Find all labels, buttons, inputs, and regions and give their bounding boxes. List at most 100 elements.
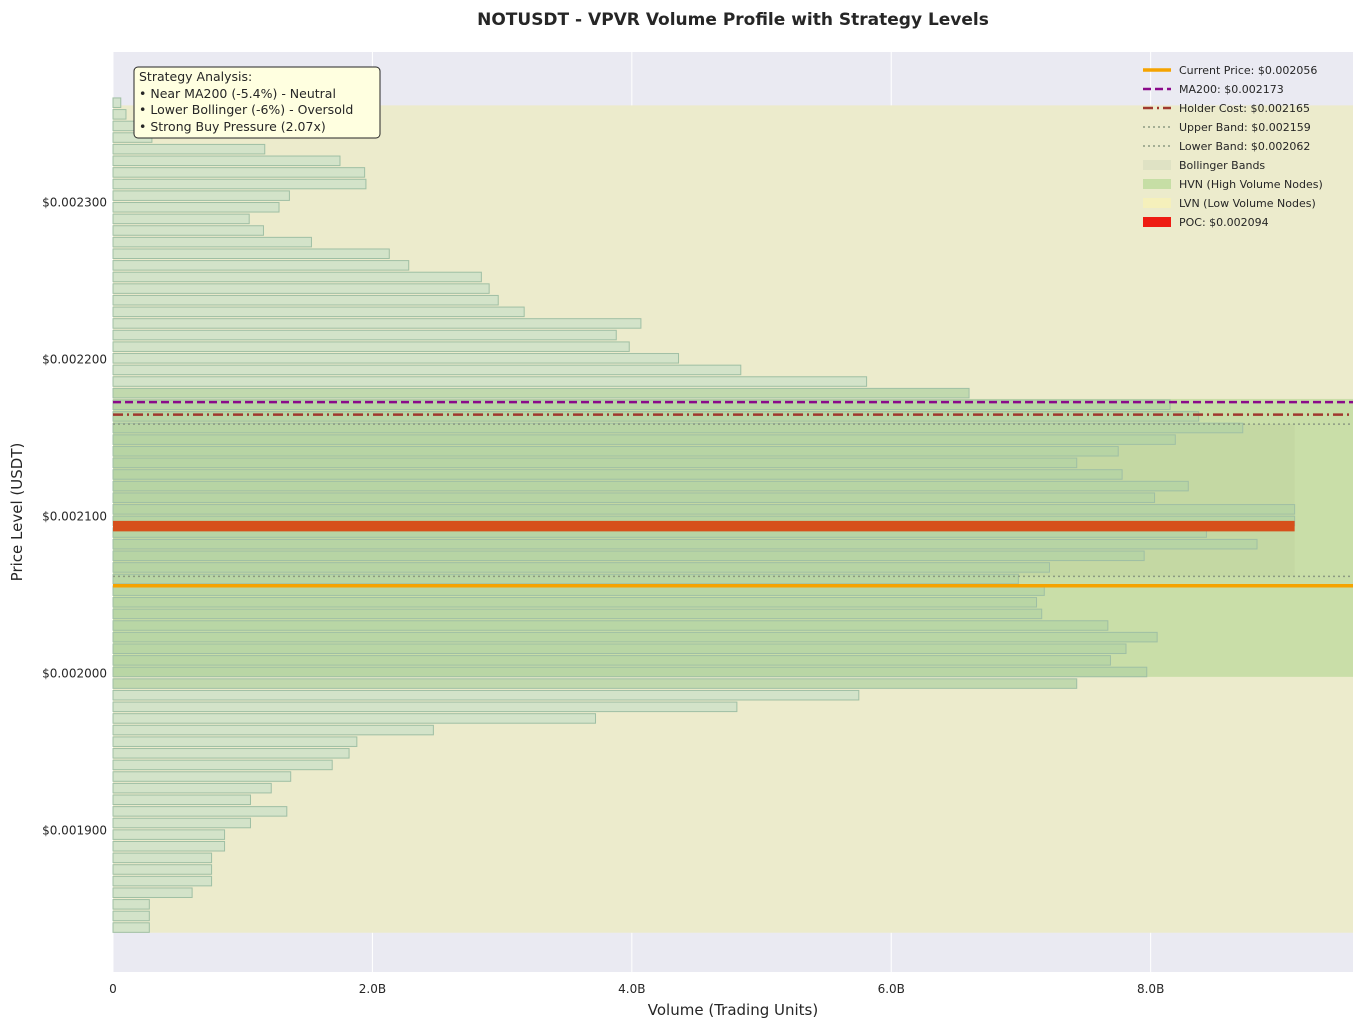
volume-bar [112,155,341,167]
volume-bar [112,713,597,724]
legend-swatch-bollinger-bands [1143,160,1171,170]
volume-bar [112,597,1038,608]
y-axis-title: Price Level (USDT) [8,443,26,582]
legend-label-lower-band: Lower Band: $0.002062 [1179,140,1310,153]
volume-bar [112,631,1158,643]
y-tick-label: $0.002300 [42,196,107,210]
volume-bar [112,573,1019,585]
volume-bar [112,190,290,201]
legend: Current Price: $0.002056 MA200: $0.00217… [1143,64,1323,229]
poc-bar [113,520,1295,532]
volume-bar [112,782,272,794]
volume-bar [112,457,1078,469]
volume-bar [112,213,250,225]
strategy-annotation-box: Strategy Analysis: • Near MA200 (-5.4%) … [133,66,381,139]
annotation-line-3: • Strong Buy Pressure (2.07x) [139,119,326,134]
volume-bar [112,922,150,933]
volume-bar [112,109,127,120]
volume-bar [112,271,482,283]
volume-bar [112,306,525,318]
chart-title: NOTUSDT - VPVR Volume Profile with Strat… [477,10,989,30]
volume-bar [112,771,292,782]
x-tick-label: 8.0B [1137,982,1164,996]
volume-bar [112,341,630,352]
legend-label-lvn: LVN (Low Volume Nodes) [1179,197,1316,210]
volume-bar [112,434,1176,445]
volume-bar [112,736,358,747]
volume-bar [112,910,150,922]
volume-bar [112,469,1123,480]
volume-bar [112,643,1127,655]
volume-bar [112,840,226,852]
volume-bar [112,283,490,294]
annotation-line-1: • Near MA200 (-5.4%) - Neutral [139,86,336,101]
volume-bar [112,562,1050,573]
legend-label-current-price: Current Price: $0.002056 [1179,64,1317,77]
volume-bar [112,852,213,864]
volume-bar [112,806,288,817]
legend-label-bollinger-bands: Bollinger Bands [1179,159,1265,172]
volume-bar [112,724,434,736]
volume-bar [112,422,1244,434]
x-tick-label: 4.0B [618,982,645,996]
volume-bar [112,666,1148,678]
volume-bar [112,492,1156,503]
volume-bar [112,887,193,898]
legend-label-upper-band: Upper Band: $0.002159 [1179,121,1311,134]
volume-bar [112,202,280,213]
volume-bar [112,143,266,155]
volume-bar [112,329,617,341]
volume-bar [112,260,410,271]
x-axis-title: Volume (Trading Units) [648,1001,818,1019]
volume-bar [112,236,312,248]
volume-bar [112,248,390,260]
x-tick-label: 6.0B [878,982,905,996]
strategy-levels [113,400,1353,588]
legend-label-poc: POC: $0.002094 [1179,216,1269,229]
volume-bar [112,620,1109,631]
annotation-heading: Strategy Analysis: [139,69,252,84]
x-tick-label: 0 [109,982,117,996]
volume-bar [112,538,1258,550]
volume-bar [112,829,226,840]
y-tick-label: $0.002000 [42,667,107,681]
volume-bar [112,794,251,806]
volume-bar [112,550,1145,562]
volume-bar [112,97,122,108]
volume-bar [112,445,1119,457]
y-axis-ticks: $0.001900 $0.002000 $0.002100 $0.002200 $0.0… [42,196,107,838]
volume-bar [112,178,367,190]
legend-label-hvn: HVN (High Volume Nodes) [1179,178,1323,191]
legend-swatch-hvn [1143,179,1171,189]
volume-bar [112,864,213,875]
volume-bar [112,294,499,306]
volume-bar [112,689,860,701]
volume-bar [112,399,1171,411]
annotation-line-2: • Lower Bollinger (-6%) - Oversold [139,102,353,117]
y-tick-label: $0.001900 [42,824,107,838]
legend-swatch-poc [1143,217,1171,227]
volume-bar [112,899,150,910]
x-tick-label: 2.0B [359,982,386,996]
volume-bar [112,167,366,178]
volume-bar [112,504,1296,515]
volume-bar [112,748,350,759]
y-tick-label: $0.002100 [42,510,107,524]
volume-bar [112,225,264,236]
volume-bar [112,480,1189,492]
volume-bar [112,353,680,364]
volume-bar [112,875,213,887]
volume-bar [112,387,970,399]
legend-label-holder-cost: Holder Cost: $0.002165 [1179,102,1310,115]
legend-label-ma200: MA200: $0.002173 [1179,83,1284,96]
annotation-background [133,66,381,139]
volume-bar [112,678,1078,689]
legend-swatch-lvn [1143,198,1171,208]
volume-bar [112,759,333,771]
volume-bar [112,817,251,829]
volume-bar [112,364,742,376]
volume-bar [112,608,1043,620]
x-axis-ticks: 0 2.0B 4.0B 6.0B 8.0B [109,982,1164,996]
volume-bars [112,97,1296,933]
